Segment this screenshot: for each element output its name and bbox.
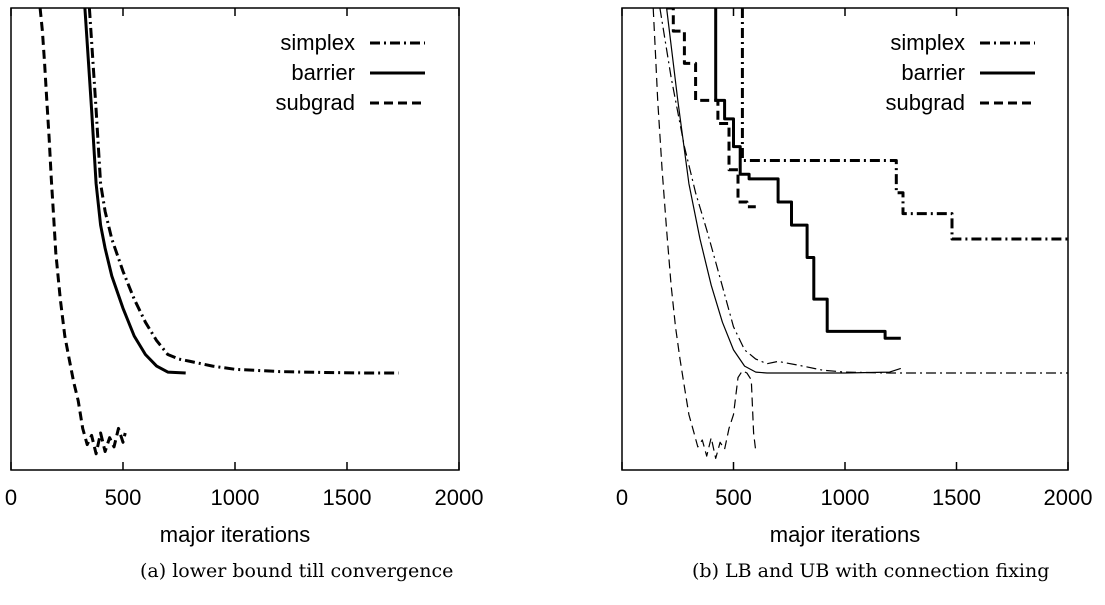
x-tick-label: 2000 bbox=[1044, 485, 1093, 510]
legend-label-barrier: barrier bbox=[901, 60, 965, 85]
x-axis-title: major iterations bbox=[770, 522, 920, 547]
caption-a: (a) lower bound till convergence bbox=[140, 560, 454, 582]
panel-b: 0 500 1000 1500 2000 major iterations simplex b… bbox=[616, 7, 1093, 547]
x-tick-label: 1000 bbox=[821, 485, 870, 510]
legend-label-simplex: simplex bbox=[890, 30, 965, 55]
legend-label-subgrad: subgrad bbox=[275, 90, 355, 115]
legend: simplex barrier subgrad bbox=[275, 30, 425, 115]
legend-label-simplex: simplex bbox=[280, 30, 355, 55]
legend: simplex barrier subgrad bbox=[885, 30, 1035, 115]
series-simplex-line bbox=[87, 8, 399, 375]
x-tick-label: 2000 bbox=[435, 485, 484, 510]
panel-a: 0 500 1000 1500 2000 major iterations simplex b… bbox=[5, 7, 484, 547]
x-tick-label: 0 bbox=[5, 485, 17, 510]
series-subgrad-lb-line bbox=[652, 8, 757, 459]
x-tick-label: 0 bbox=[616, 485, 628, 510]
series-simplex-ub-line bbox=[740, 8, 1068, 241]
series-barrier-ub-line bbox=[714, 8, 901, 340]
x-tick-label: 500 bbox=[715, 485, 752, 510]
x-tick-label: 1500 bbox=[323, 485, 372, 510]
x-axis-title: major iterations bbox=[160, 522, 310, 547]
series-barrier-lb-line bbox=[666, 8, 901, 374]
legend-label-subgrad: subgrad bbox=[885, 90, 965, 115]
series-subgrad-line bbox=[38, 8, 127, 456]
x-tick-label: 500 bbox=[105, 485, 142, 510]
series-subgrad-ub-line bbox=[666, 8, 756, 209]
legend-label-barrier: barrier bbox=[291, 60, 355, 85]
x-tick-label: 1000 bbox=[211, 485, 260, 510]
series-barrier-line bbox=[83, 8, 186, 375]
x-tick-label: 1500 bbox=[932, 485, 981, 510]
caption-b: (b) LB and UB with connection fixing bbox=[692, 560, 1050, 582]
